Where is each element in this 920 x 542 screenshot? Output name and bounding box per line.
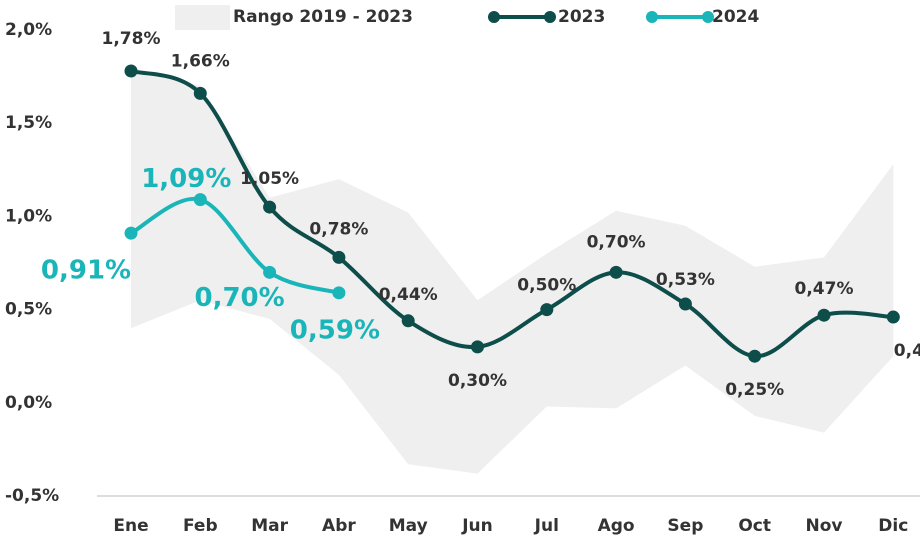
legend-marker	[702, 11, 714, 23]
x-tick-label: Abr	[322, 516, 356, 536]
data-label: 0,53%	[656, 270, 715, 290]
x-tick-label: Ago	[598, 516, 635, 536]
point	[886, 310, 900, 324]
point	[263, 265, 277, 279]
legend-marker	[544, 11, 556, 23]
data-label: 0,91%	[41, 256, 131, 286]
point	[124, 64, 138, 78]
range-band	[131, 67, 894, 474]
x-tick-label: Oct	[738, 516, 771, 536]
point	[748, 349, 762, 363]
x-tick-label: Jun	[461, 516, 493, 536]
legend-label: Rango 2019 - 2023	[233, 7, 413, 27]
point	[401, 314, 415, 328]
data-label: 0,25%	[725, 380, 784, 400]
data-label: 0,59%	[290, 315, 380, 345]
legend-label: 2023	[558, 7, 605, 27]
x-tick-label: Dic	[878, 516, 908, 536]
x-tick-label: Nov	[806, 516, 843, 536]
point	[609, 265, 623, 279]
point	[263, 200, 277, 214]
data-label: 1,05%	[240, 169, 299, 189]
data-label: 0,70%	[194, 283, 284, 313]
point	[471, 340, 484, 354]
x-tick-label: Feb	[183, 516, 218, 536]
legend-swatch	[175, 5, 230, 30]
point	[193, 86, 207, 100]
x-tick-label: Mar	[251, 516, 288, 536]
data-label: 1,09%	[141, 164, 231, 194]
x-tick-label: Ene	[113, 516, 148, 536]
data-label: 1,78%	[102, 29, 161, 49]
data-label: 0,70%	[587, 232, 646, 252]
y-tick-label: 2,0%	[5, 20, 52, 40]
data-label: 1,66%	[171, 51, 230, 71]
point	[124, 226, 138, 240]
legend-marker	[646, 11, 658, 23]
y-tick-label: 1,0%	[5, 206, 52, 226]
data-label: 0,46%	[894, 341, 920, 361]
point	[678, 297, 692, 311]
point	[817, 308, 831, 322]
y-tick-label: 0,5%	[5, 300, 52, 320]
legend-marker	[488, 11, 500, 23]
series-line	[129, 196, 341, 295]
y-tick-label: 0,0%	[5, 393, 52, 413]
data-label: 0,30%	[448, 371, 507, 391]
legend-label: 2024	[712, 7, 759, 27]
data-label: 0,78%	[309, 219, 368, 239]
data-label: 0,44%	[379, 285, 438, 305]
y-tick-label: 1,5%	[5, 113, 52, 133]
point	[332, 286, 346, 300]
point	[332, 250, 346, 264]
point	[540, 303, 554, 317]
legend: Rango 2019 - 2023 2023 2024	[175, 5, 759, 30]
x-tick-label: Sep	[667, 516, 703, 536]
point	[193, 193, 207, 207]
y-tick-label: -0,5%	[5, 486, 59, 506]
x-tick-label: May	[389, 516, 428, 536]
x-tick-label: Jul	[534, 516, 559, 536]
data-label: 0,47%	[795, 279, 854, 299]
data-label: 0,50%	[517, 276, 576, 296]
